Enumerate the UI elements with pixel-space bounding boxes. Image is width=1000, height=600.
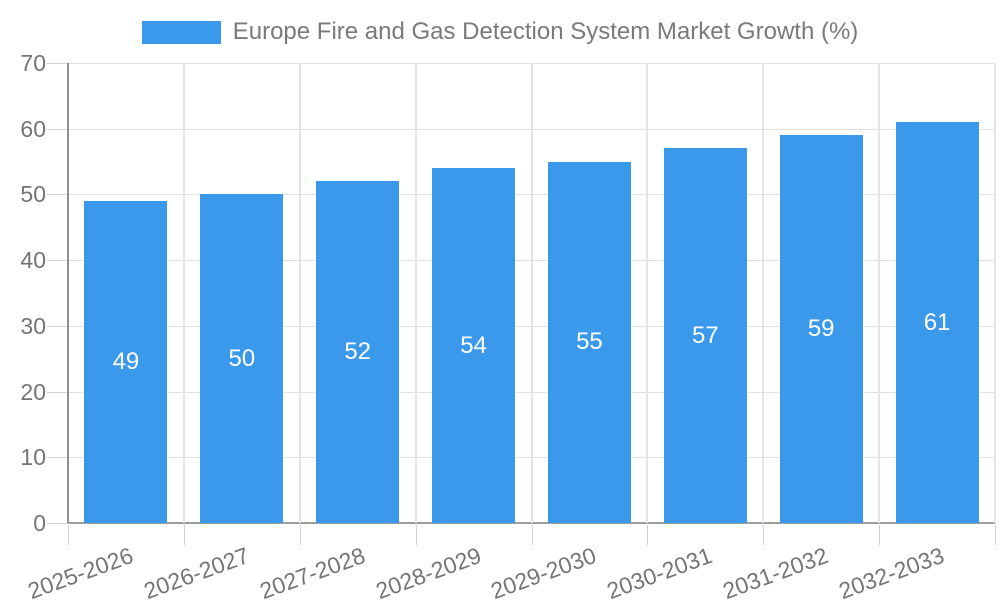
x-gridline <box>762 63 765 523</box>
x-tick <box>68 525 69 545</box>
bar-value-label: 55 <box>576 328 603 356</box>
x-gridline <box>298 63 301 523</box>
chart-title: Europe Fire and Gas Detection System Mar… <box>232 18 859 45</box>
bar[interactable] <box>200 194 284 523</box>
y-tick-label: 60 <box>20 115 46 142</box>
x-tick <box>879 525 881 545</box>
y-tick-label: 10 <box>20 444 46 471</box>
y-tick <box>47 391 68 393</box>
bar[interactable] <box>84 201 168 523</box>
y-tick-label: 20 <box>20 378 46 405</box>
x-tick <box>647 525 649 545</box>
x-tick <box>415 525 417 545</box>
x-tick <box>995 525 996 545</box>
x-gridline <box>646 63 649 523</box>
y-tick <box>47 128 68 130</box>
x-gridline <box>994 63 996 523</box>
y-tick <box>47 457 68 459</box>
x-tick <box>183 525 185 545</box>
x-tick <box>531 525 533 545</box>
x-tick <box>763 525 765 545</box>
bar-value-label: 52 <box>344 338 372 366</box>
y-tick-label: 0 <box>33 510 46 536</box>
y-tick <box>47 523 68 524</box>
bar-value-label: 50 <box>228 344 256 372</box>
y-tick <box>47 260 68 262</box>
y-tick <box>47 63 68 64</box>
bar[interactable] <box>663 148 747 523</box>
x-tick <box>299 525 301 545</box>
x-gridline <box>878 63 881 523</box>
bar[interactable] <box>316 181 400 523</box>
bar[interactable] <box>432 168 516 523</box>
y-tick-label: 30 <box>20 312 46 339</box>
y-tick-label: 70 <box>20 50 46 76</box>
x-gridline <box>182 63 185 523</box>
y-tick-label: 40 <box>20 247 46 274</box>
bar[interactable] <box>895 122 979 523</box>
x-axis-line <box>68 522 995 524</box>
y-tick <box>47 194 68 196</box>
x-gridline <box>530 63 533 523</box>
y-axis-line <box>67 63 69 523</box>
bar-value-label: 54 <box>460 331 487 359</box>
bar[interactable] <box>547 161 631 523</box>
chart-legend[interactable]: Europe Fire and Gas Detection System Mar… <box>0 18 1000 46</box>
bar[interactable] <box>779 135 863 523</box>
bar-value-label: 49 <box>112 348 140 375</box>
bar-value-label: 59 <box>807 315 835 343</box>
bar-value-label: 61 <box>923 308 951 336</box>
y-tick <box>47 325 68 327</box>
legend-swatch-icon[interactable] <box>141 20 221 44</box>
x-gridline <box>414 63 417 523</box>
y-tick-label: 50 <box>20 181 46 208</box>
bar-value-label: 57 <box>691 321 719 349</box>
